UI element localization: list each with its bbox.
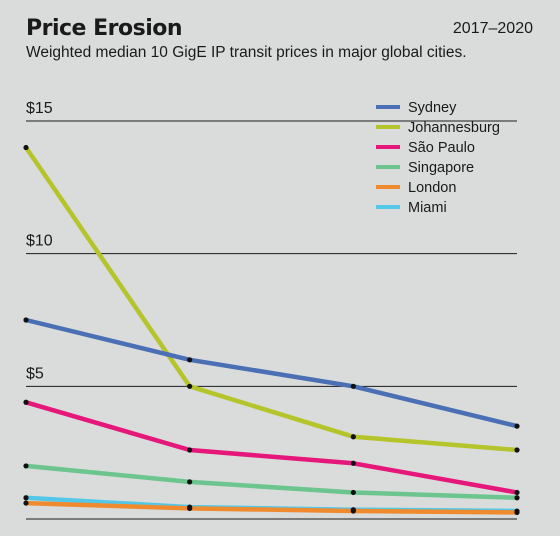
gridlines: $5 $10 $15 (26, 100, 517, 520)
legend-label: Sydney (408, 100, 457, 116)
data-point (23, 317, 29, 323)
data-point (514, 423, 520, 429)
series-line-london (25, 500, 518, 515)
series-line-johannesburg (24, 146, 518, 453)
legend-label: Miami (408, 200, 447, 216)
data-point (187, 479, 193, 485)
data-point (23, 399, 29, 405)
series-lines (24, 146, 518, 515)
data-point (350, 434, 356, 440)
data-point (23, 500, 29, 506)
legend-label: São Paulo (408, 140, 475, 156)
y-tick-label: $15 (26, 100, 53, 117)
data-point (23, 495, 29, 501)
y-tick-label: $5 (26, 365, 44, 382)
data-point (514, 495, 520, 501)
series-line-singapore (25, 463, 518, 501)
chart-subtitle: Weighted median 10 GigE IP transit price… (26, 44, 467, 61)
data-point (187, 357, 193, 363)
data-point (187, 383, 193, 389)
data-point (187, 447, 193, 453)
data-point (187, 504, 193, 510)
chart-title: Price Erosion (26, 16, 183, 41)
legend-label: London (408, 180, 456, 196)
data-point (350, 383, 356, 389)
series-line-sydney (25, 317, 518, 429)
legend-label: Singapore (408, 160, 474, 176)
data-point (350, 489, 356, 496)
data-point (514, 489, 520, 496)
series-line-s-o-paulo (25, 400, 518, 495)
year-range: 2017–2020 (452, 20, 533, 37)
legend: Sydney Johannesburg São Paulo Singapore Lond… (376, 100, 500, 216)
data-point (514, 447, 520, 453)
data-point (23, 144, 29, 151)
data-point (514, 508, 520, 514)
data-point (350, 507, 356, 513)
data-point (350, 460, 356, 466)
y-tick-label: $10 (26, 233, 53, 250)
data-point (23, 463, 29, 469)
data-points (23, 144, 520, 515)
legend-label: Johannesburg (408, 120, 500, 136)
